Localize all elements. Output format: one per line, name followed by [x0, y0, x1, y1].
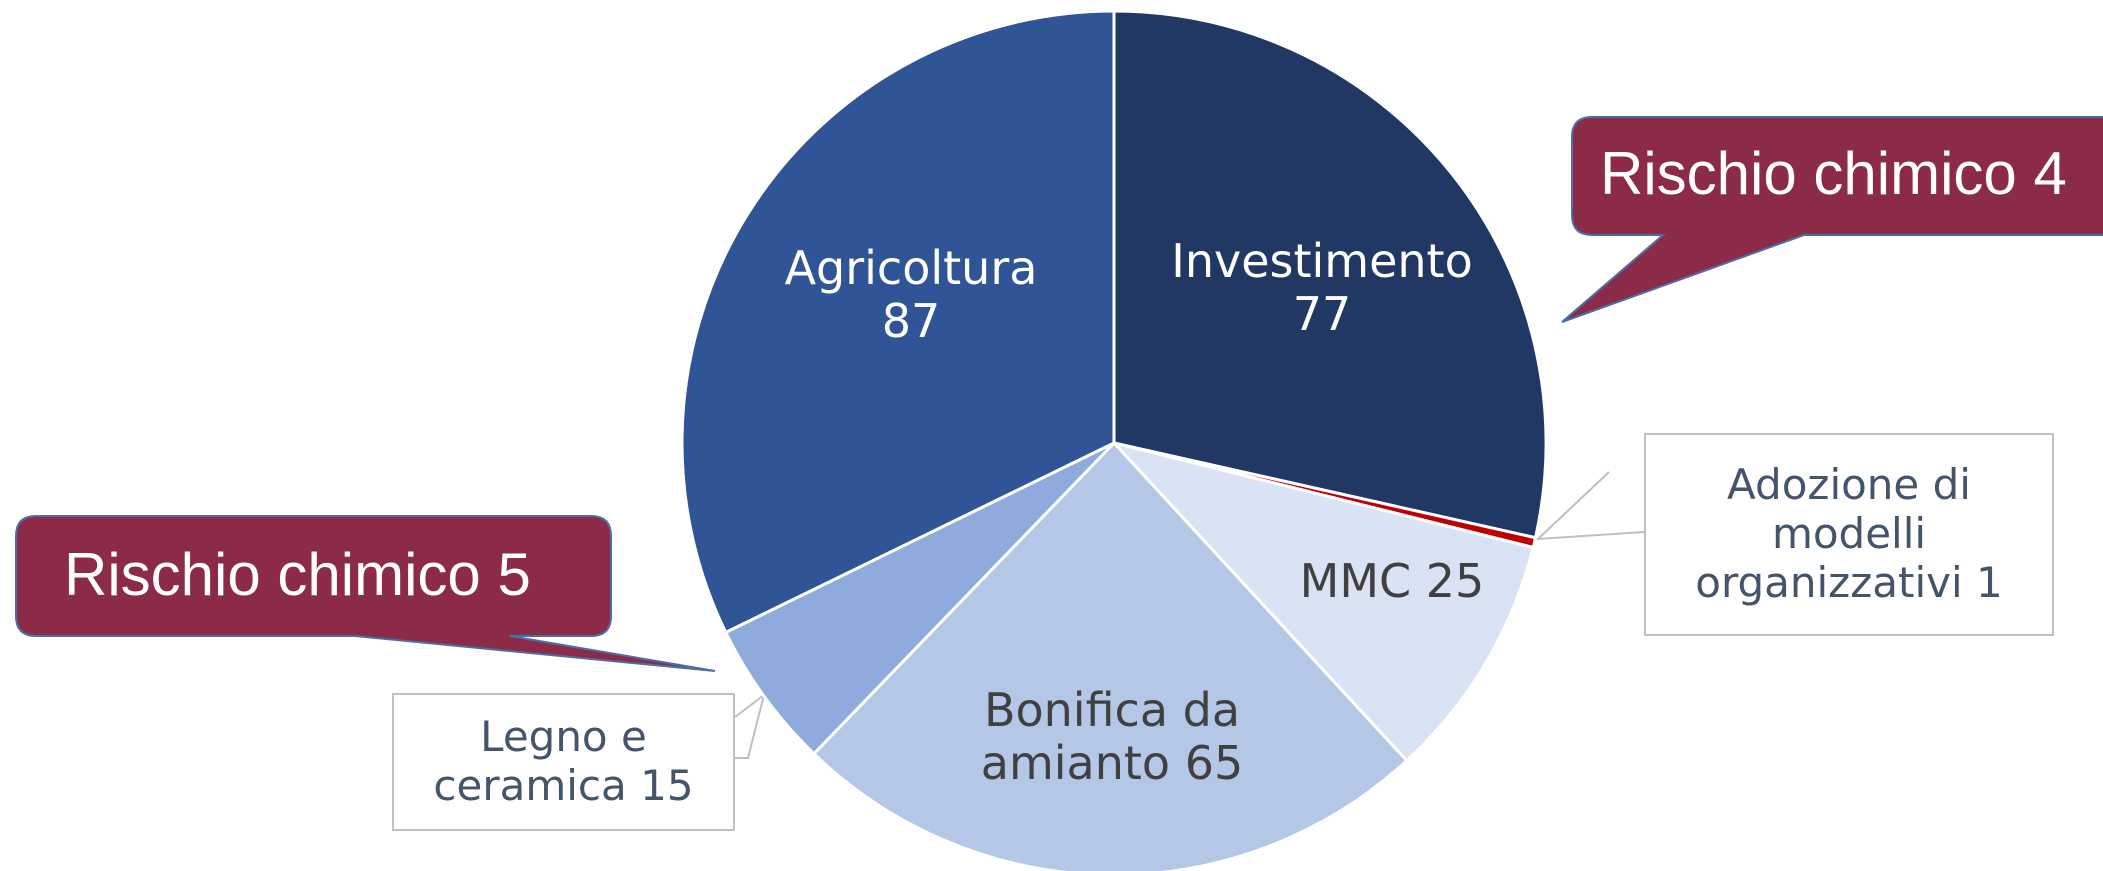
label-category: MMC: [1299, 554, 1412, 608]
data-label: Agricoltura 87: [751, 241, 1071, 362]
callout-box: [1561, 116, 2103, 323]
label-text: Adozione di modelli organizzativi 1: [1646, 460, 2052, 607]
pie-slice: [1112, 9, 1548, 540]
label-text: Bonifica da amianto 65: [922, 683, 1302, 791]
callout-text: Rischio chimico 4: [1600, 140, 2067, 207]
label-category: Legno e ceramica: [433, 712, 647, 810]
leader-line: [1535, 471, 1645, 541]
label-value: 15: [640, 761, 694, 810]
label-value: 87: [881, 294, 941, 349]
label-category: Agricoltura: [784, 241, 1038, 295]
data-label: Legno e ceramica 15: [392, 693, 735, 831]
label-value: 65: [1184, 736, 1244, 791]
data-label: Investimento 77: [1142, 234, 1502, 355]
pie-slice: [723, 441, 1116, 756]
label-category: Investimento: [1171, 234, 1473, 288]
callout-box: [15, 515, 716, 672]
label-value: 25: [1425, 554, 1485, 608]
leader-line: [734, 692, 766, 759]
callout-text: Rischio chimico 5: [64, 541, 531, 608]
pie-slice: [811, 440, 1409, 871]
pie-slice: [680, 9, 1116, 635]
label-text: Agricoltura 87: [751, 241, 1071, 349]
label-text: MMC 25: [1262, 554, 1522, 608]
data-label: Adozione di modelli organizzativi 1: [1644, 433, 2054, 636]
label-text: Legno e ceramica 15: [394, 712, 733, 810]
label-category: Bonifica da amianto: [980, 683, 1241, 791]
label-category: Adozione di modelli organizzativi: [1695, 460, 1971, 607]
label-text: Investimento 77: [1142, 234, 1502, 342]
data-label: Bonifica da amianto 65: [922, 683, 1302, 804]
pie-slice: [1109, 440, 1535, 763]
label-value: 77: [1292, 287, 1352, 342]
data-label: MMC 25: [1262, 554, 1522, 615]
label-value: 1: [1976, 557, 2003, 607]
